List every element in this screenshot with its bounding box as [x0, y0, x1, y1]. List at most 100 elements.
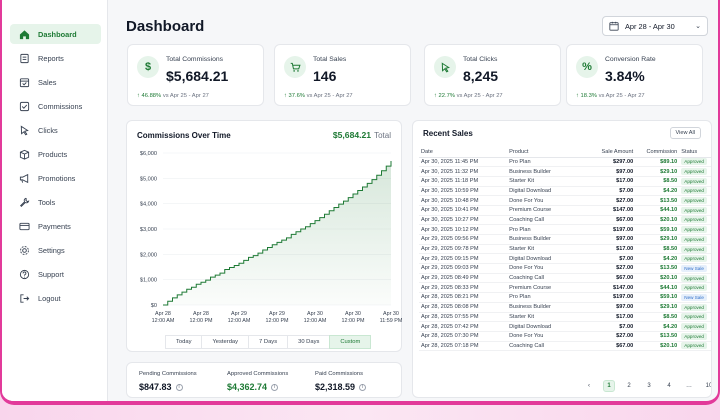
sale-amount-cell: $147.00	[584, 282, 636, 294]
status-cell: Approved	[679, 234, 711, 245]
commission-cell: $13.50	[635, 195, 680, 206]
sidebar-item-commissions[interactable]: Commissions	[10, 96, 101, 116]
page-1-button[interactable]: 1	[603, 380, 615, 392]
table-row[interactable]: Apr 29, 2025 09:56 PM Business Builder $97…	[419, 234, 711, 245]
percent-icon: %	[576, 56, 598, 78]
sidebar-item-label: Clicks	[38, 125, 58, 135]
table-row[interactable]: Apr 29, 2025 08:49 PM Coaching Call $67.00…	[419, 273, 711, 284]
sidebar-item-products[interactable]: Products	[10, 144, 101, 164]
prev-page-button[interactable]: ‹	[588, 383, 590, 389]
column-header-status[interactable]: Status	[679, 147, 711, 158]
info-icon[interactable]: i	[271, 383, 279, 391]
column-header-sale-amount[interactable]: Sale Amount	[584, 147, 636, 158]
table-row[interactable]: Apr 28, 2025 07:42 PM Digital Download $7.…	[419, 321, 711, 332]
dollar-icon: $	[137, 56, 159, 78]
table-row[interactable]: Apr 28, 2025 07:18 PM Coaching Call $67.00…	[419, 341, 711, 352]
status-badge: Approved	[681, 255, 707, 263]
sale-amount-cell: $17.00	[584, 312, 636, 323]
sidebar-item-logout[interactable]: Logout	[10, 288, 101, 308]
table-row[interactable]: Apr 30, 2025 11:45 PM Pro Plan $297.00 $89.…	[419, 157, 711, 168]
date-cell: Apr 30, 2025 10:59 PM	[419, 186, 508, 197]
table-row[interactable]: Apr 29, 2025 09:15 PM Digital Download $7.…	[419, 253, 711, 265]
page-10-button[interactable]: 10	[705, 383, 712, 389]
commission-cell: $29.10	[635, 234, 680, 245]
table-row[interactable]: Apr 28, 2025 07:30 PM Done For You $27.00 $…	[419, 331, 711, 342]
status-badge: Approved	[681, 323, 707, 331]
table-row[interactable]: Apr 30, 2025 10:27 PM Coaching Call $67.00…	[419, 215, 711, 226]
date-cell: Apr 29, 2025 09:15 PM	[419, 253, 508, 265]
date-cell: Apr 28, 2025 07:30 PM	[419, 331, 508, 342]
sidebar-item-label: Reports	[38, 53, 64, 63]
commission-cell: $4.20	[635, 253, 680, 265]
table-row[interactable]: Apr 30, 2025 11:18 PM Starter Kit $17.00 $8…	[419, 176, 711, 187]
filter-yesterday[interactable]: Yesterday	[201, 335, 249, 349]
sale-amount-cell: $97.00	[584, 234, 636, 245]
x-tick-label: Apr 29	[269, 311, 285, 317]
sidebar-item-support[interactable]: Support	[10, 264, 101, 284]
x-tick-label: Apr 29	[231, 311, 247, 317]
column-header-date[interactable]: Date	[419, 147, 508, 158]
page-4-button[interactable]: 4	[667, 383, 671, 389]
status-badge: Approved	[681, 206, 707, 214]
date-range-picker[interactable]: Apr 28 - Apr 30 ⌄	[602, 16, 708, 36]
status-cell: Approved	[679, 244, 711, 255]
table-row[interactable]: Apr 30, 2025 10:12 PM Pro Plan $197.00 $59.…	[419, 224, 711, 235]
filter-30-days[interactable]: 30 Days	[287, 335, 330, 349]
commission-cell: $13.50	[635, 331, 680, 342]
filter-7-days[interactable]: 7 Days	[248, 335, 288, 349]
sidebar-item-reports[interactable]: Reports	[10, 48, 101, 68]
sidebar-item-dashboard[interactable]: Dashboard	[10, 24, 101, 44]
y-tick-label: $1,000	[140, 278, 157, 284]
product-cell: Starter Kit	[507, 244, 585, 255]
sidebar-item-sales[interactable]: Sales	[10, 72, 101, 92]
sidebar-item-clicks[interactable]: Clicks	[10, 120, 101, 140]
view-all-button[interactable]: View All	[669, 127, 701, 139]
table-row[interactable]: Apr 28, 2025 07:55 PM Starter Kit $17.00 $8…	[419, 312, 711, 323]
table-row[interactable]: Apr 30, 2025 10:59 PM Digital Download $7.…	[419, 186, 711, 197]
column-header-commission[interactable]: Commission	[635, 147, 680, 158]
x-tick-label: Apr 30	[307, 311, 323, 317]
commission-cell: $8.50	[635, 312, 680, 323]
sidebar-item-settings[interactable]: Settings	[10, 240, 101, 260]
status-badge: Approved	[681, 342, 707, 350]
table-row[interactable]: Apr 30, 2025 10:48 PM Done For You $27.00 $…	[419, 195, 711, 206]
filter-today[interactable]: Today	[165, 335, 202, 349]
page-3-button[interactable]: 3	[647, 383, 651, 389]
product-cell: Done For You	[507, 263, 585, 274]
date-cell: Apr 30, 2025 11:32 PM	[419, 166, 508, 177]
stat-value-row: $847.83 i	[139, 382, 197, 392]
status-cell: Approved	[679, 176, 711, 187]
chart-total-label: Total	[374, 131, 391, 140]
kpi-compare: vs Apr 25 - Apr 27	[162, 93, 209, 99]
info-icon[interactable]: i	[359, 383, 367, 391]
table-row[interactable]: Apr 28, 2025 08:21 PM Pro Plan $197.00 $59.…	[419, 292, 711, 303]
sidebar-item-payments[interactable]: Payments	[10, 216, 101, 236]
status-cell: Approved	[679, 215, 711, 226]
info-icon[interactable]: i	[175, 383, 183, 391]
sale-amount-cell: $17.00	[584, 176, 636, 187]
stat-approved-commissions: Approved Commissions $4,362.74 i	[227, 371, 288, 392]
table-row[interactable]: Apr 29, 2025 08:33 PM Premium Course $147.…	[419, 282, 711, 294]
stat-value-row: $4,362.74 i	[227, 382, 288, 392]
page-2-button[interactable]: 2	[627, 383, 631, 389]
product-cell: Business Builder	[507, 166, 585, 177]
column-header-product[interactable]: Product	[507, 147, 585, 158]
kpi-change: 46.88%	[141, 93, 162, 99]
reports-icon	[18, 52, 30, 64]
product-cell: Done For You	[507, 331, 585, 342]
table-row[interactable]: Apr 30, 2025 10:41 PM Premium Course $147.…	[419, 205, 711, 216]
table-row[interactable]: Apr 28, 2025 08:08 PM Business Builder $97…	[419, 302, 711, 313]
commissions-area-chart: $0 $1,000 $2,000 $3,000 $4,000 $5,000 $6,000 Ap…	[140, 151, 403, 324]
stat-pending-commissions: Pending Commissions $847.83 i	[139, 371, 197, 392]
status-cell: Approved	[679, 205, 711, 216]
product-cell: Business Builder	[507, 234, 585, 245]
sidebar-item-promotions[interactable]: Promotions	[10, 168, 101, 188]
arrow-up-icon: ↑	[137, 93, 142, 99]
status-badge: Approved	[681, 245, 707, 253]
sidebar-item-tools[interactable]: Tools	[10, 192, 101, 212]
table-row[interactable]: Apr 30, 2025 11:32 PM Business Builder $97…	[419, 166, 711, 177]
table-row[interactable]: Apr 29, 2025 09:78 PM Starter Kit $17.00 $8…	[419, 244, 711, 255]
table-row[interactable]: Apr 29, 2025 09:03 PM Done For You $27.00 $…	[419, 263, 711, 274]
filter-custom[interactable]: Custom	[329, 335, 372, 349]
